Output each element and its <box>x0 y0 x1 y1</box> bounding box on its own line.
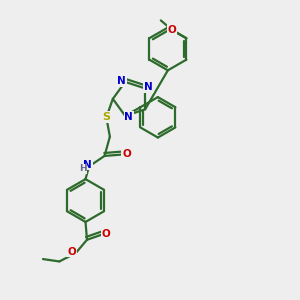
Text: S: S <box>102 112 110 122</box>
Text: N: N <box>83 160 92 170</box>
Text: H: H <box>79 164 86 173</box>
Text: O: O <box>67 247 76 257</box>
Text: O: O <box>168 25 176 35</box>
Text: N: N <box>144 82 153 92</box>
Text: N: N <box>117 76 126 86</box>
Text: O: O <box>102 230 110 239</box>
Text: N: N <box>124 112 133 122</box>
Text: O: O <box>122 149 131 160</box>
